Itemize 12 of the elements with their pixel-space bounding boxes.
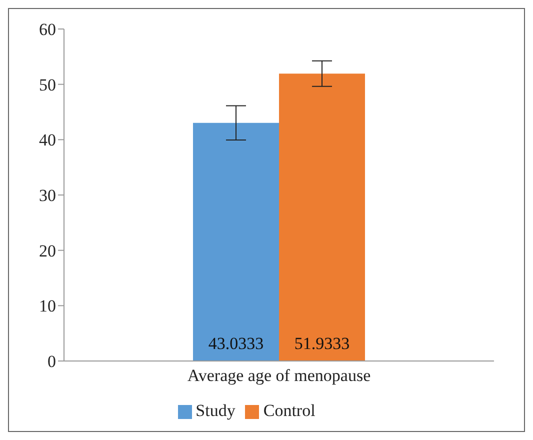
x-tick-label: Average age of menopause	[187, 366, 371, 386]
y-tick-label: 50	[39, 75, 56, 94]
y-tick-label: 20	[39, 241, 56, 260]
y-tick-label: 10	[39, 296, 56, 316]
y-tick-label: 60	[39, 20, 56, 40]
legend-label: Study	[196, 401, 236, 420]
y-tick-label: 0	[48, 352, 56, 372]
y-tick-label: 30	[39, 186, 56, 206]
data-label: 43.0333	[208, 334, 264, 353]
data-label: 51.9333	[294, 334, 350, 353]
legend-label: Control	[263, 401, 316, 420]
y-tick-label: 40	[39, 130, 56, 150]
